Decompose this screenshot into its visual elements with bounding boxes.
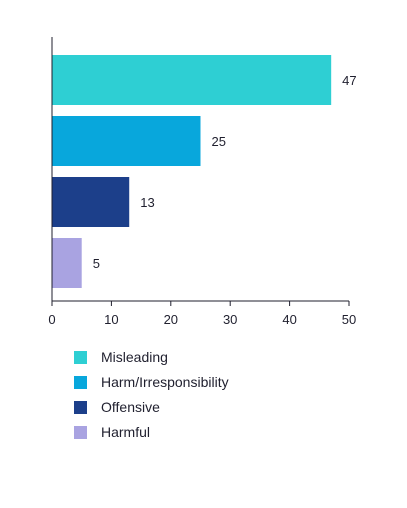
bars-group <box>52 55 332 288</box>
bar-harm-irresponsibility <box>52 116 201 166</box>
legend-label-harmful: Harmful <box>101 424 151 440</box>
legend-swatch-harm-irresponsibility <box>74 375 87 389</box>
bar-harmful <box>52 238 82 288</box>
legend-item-harm-irresponsibility: Harm/Irresponsibility <box>74 372 229 392</box>
data-label-misleading: 47 <box>342 73 356 88</box>
x-tick-label-50: 50 <box>342 312 356 327</box>
legend-swatch-offensive <box>74 400 87 414</box>
legend-item-harmful: Harmful <box>74 422 229 442</box>
legend-item-offensive: Offensive <box>74 397 229 417</box>
data-label-harmful: 5 <box>93 256 100 271</box>
x-tick-label-40: 40 <box>282 312 296 327</box>
legend: Misleading Harm/Irresponsibility Offensi… <box>74 347 229 447</box>
x-ticks-group: 0 10 20 30 40 50 <box>48 301 356 327</box>
bar-offensive <box>52 177 130 227</box>
data-label-harm-irresponsibility: 25 <box>212 134 226 149</box>
bar-chart: 47 25 13 5 0 10 20 30 40 50 <box>48 37 357 327</box>
bar-misleading <box>52 55 332 105</box>
x-tick-label-0: 0 <box>48 312 55 327</box>
legend-label-misleading: Misleading <box>101 349 168 365</box>
legend-item-misleading: Misleading <box>74 347 229 367</box>
data-labels-group: 47 25 13 5 <box>93 73 357 271</box>
legend-label-harm-irresponsibility: Harm/Irresponsibility <box>101 374 229 390</box>
legend-label-offensive: Offensive <box>101 399 160 415</box>
legend-swatch-misleading <box>74 350 87 364</box>
data-label-offensive: 13 <box>140 195 154 210</box>
x-tick-label-20: 20 <box>164 312 178 327</box>
x-tick-label-30: 30 <box>223 312 237 327</box>
x-tick-label-10: 10 <box>104 312 118 327</box>
legend-swatch-harmful <box>74 425 87 439</box>
